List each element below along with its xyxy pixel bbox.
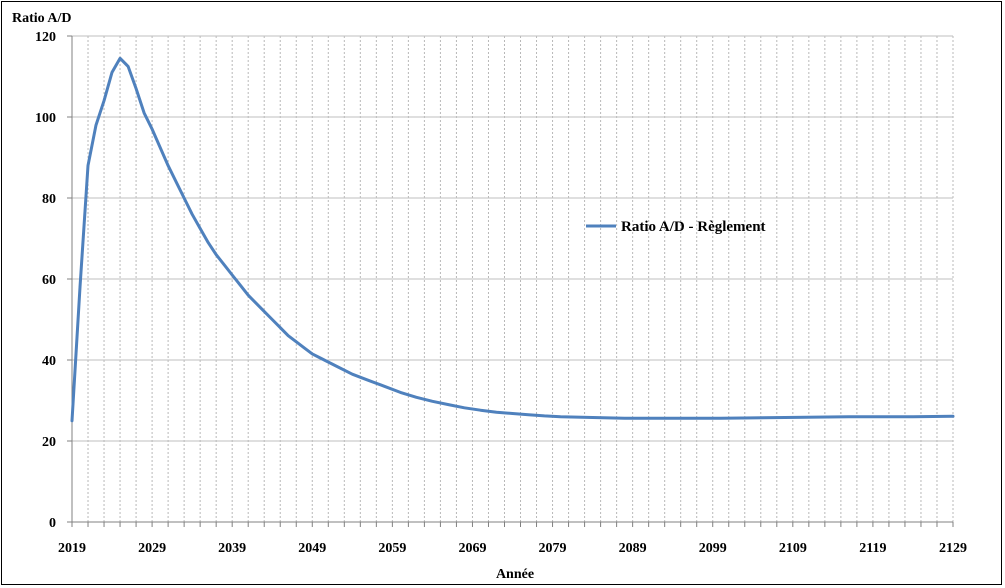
x-tick-label: 2029 [138,541,166,556]
series-line-0 [70,56,955,423]
x-axis-ticks: 2019 2029 2039 2049 2059 2069 2079 2089 2099 2109… [58,522,967,556]
x-tick-label: 2049 [298,541,326,556]
x-tick-label: 2079 [539,541,567,556]
y-tick-label: 20 [42,435,56,450]
y-tick-label: 100 [35,111,56,126]
legend-label: Ratio A/D - Règlement [621,219,766,235]
x-tick-label: 2089 [619,541,647,556]
y-tick-label: 60 [42,273,56,288]
grid [72,35,954,522]
legend: Ratio A/D - Règlement [586,219,766,235]
y-tick-label: 0 [49,516,56,531]
x-tick-label: 2059 [378,541,406,556]
y-axis-ticks: 0 20 40 60 80 100 120 [35,30,72,531]
x-tick-label: 2019 [58,541,86,556]
x-tick-label: 2099 [699,541,727,556]
y-tick-label: 40 [42,354,56,369]
x-tick-label: 2129 [939,541,967,556]
x-tick-label: 2109 [779,541,807,556]
x-tick-label: 2039 [218,541,246,556]
x-tick-label: 2069 [458,541,486,556]
series-group [70,56,955,423]
y-axis-title: Ratio A/D [12,11,72,26]
y-tick-label: 80 [42,192,56,207]
x-axis-title: Année [496,567,534,582]
x-tick-label: 2119 [859,541,886,556]
y-tick-label: 120 [35,30,56,45]
